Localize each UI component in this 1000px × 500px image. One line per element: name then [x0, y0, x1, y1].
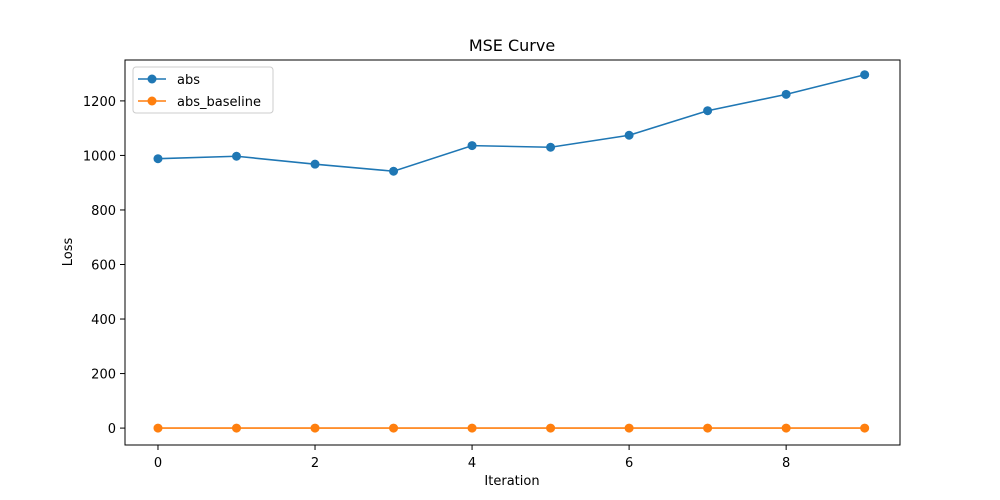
- data-point: [153, 154, 163, 164]
- data-point: [467, 141, 477, 151]
- x-tick-label: 2: [311, 456, 319, 471]
- chart-title: MSE Curve: [469, 36, 555, 55]
- legend-item: abs: [138, 73, 200, 88]
- legend-label: abs: [177, 73, 200, 88]
- data-point: [467, 423, 477, 433]
- data-point: [546, 142, 556, 152]
- plot-area: [124, 59, 901, 446]
- x-tick-label: 8: [782, 456, 790, 471]
- x-tick-label: 0: [154, 456, 162, 471]
- legend-marker: [147, 74, 157, 84]
- data-point: [153, 423, 163, 433]
- data-point: [310, 423, 320, 433]
- x-tick-label: 4: [468, 456, 476, 471]
- legend-item: abs_baseline: [138, 95, 261, 110]
- x-axis-label: Iteration: [484, 474, 539, 489]
- data-point: [231, 151, 241, 161]
- legend: abs abs_baseline: [132, 66, 274, 114]
- y-tick-label: 1000: [83, 149, 116, 164]
- data-point: [860, 70, 870, 80]
- data-point: [624, 423, 634, 433]
- y-tick-label: 800: [91, 204, 116, 219]
- plot-frame: [124, 59, 901, 446]
- data-point: [389, 423, 399, 433]
- data-point: [703, 106, 713, 116]
- data-point: [624, 130, 634, 140]
- legend-label: abs_baseline: [177, 95, 261, 110]
- data-point: [781, 423, 791, 433]
- y-tick-label: 1200: [83, 95, 116, 110]
- legend-marker: [147, 96, 157, 106]
- x-tick-label: 6: [625, 456, 633, 471]
- series-abs-baseline: [153, 423, 870, 433]
- data-point: [389, 166, 399, 176]
- series-line: [157, 73, 865, 173]
- data-point: [310, 159, 320, 169]
- y-tick-label: 200: [91, 368, 116, 383]
- y-tick-label: 0: [108, 422, 116, 437]
- y-tick-label: 400: [91, 313, 116, 328]
- data-point: [781, 89, 791, 99]
- y-axis: 0 200 400 600 800 1000 1200: [83, 95, 125, 437]
- data-point: [703, 423, 713, 433]
- y-tick-label: 600: [91, 258, 116, 273]
- series-layer: [153, 70, 870, 433]
- data-point: [546, 423, 556, 433]
- x-axis: 0 2 4 6 8: [154, 445, 790, 471]
- data-point: [231, 423, 241, 433]
- legend-box: [132, 66, 274, 114]
- y-axis-label: Loss: [61, 238, 76, 267]
- series-abs: [153, 70, 870, 176]
- data-point: [860, 423, 870, 433]
